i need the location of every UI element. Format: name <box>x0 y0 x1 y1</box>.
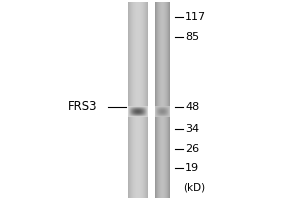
Text: (kD): (kD) <box>183 182 205 192</box>
Text: 26: 26 <box>185 144 199 154</box>
Text: FRS3: FRS3 <box>68 100 98 114</box>
Text: 19: 19 <box>185 163 199 173</box>
Text: 117: 117 <box>185 12 206 22</box>
Text: 48: 48 <box>185 102 199 112</box>
Text: 34: 34 <box>185 124 199 134</box>
Text: 85: 85 <box>185 32 199 42</box>
